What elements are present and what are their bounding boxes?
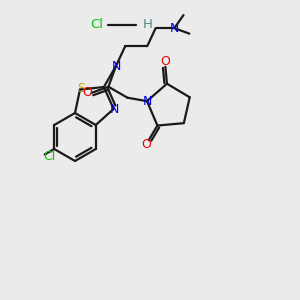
Text: N: N [142, 95, 152, 108]
Text: O: O [82, 86, 92, 99]
Text: Cl: Cl [91, 19, 103, 32]
Text: O: O [141, 138, 151, 151]
Text: Cl: Cl [43, 149, 55, 163]
Text: N: N [169, 22, 179, 35]
Text: N: N [110, 103, 119, 116]
Text: O: O [160, 55, 170, 68]
Text: H: H [143, 19, 153, 32]
Text: S: S [77, 82, 85, 95]
Text: N: N [111, 60, 121, 73]
